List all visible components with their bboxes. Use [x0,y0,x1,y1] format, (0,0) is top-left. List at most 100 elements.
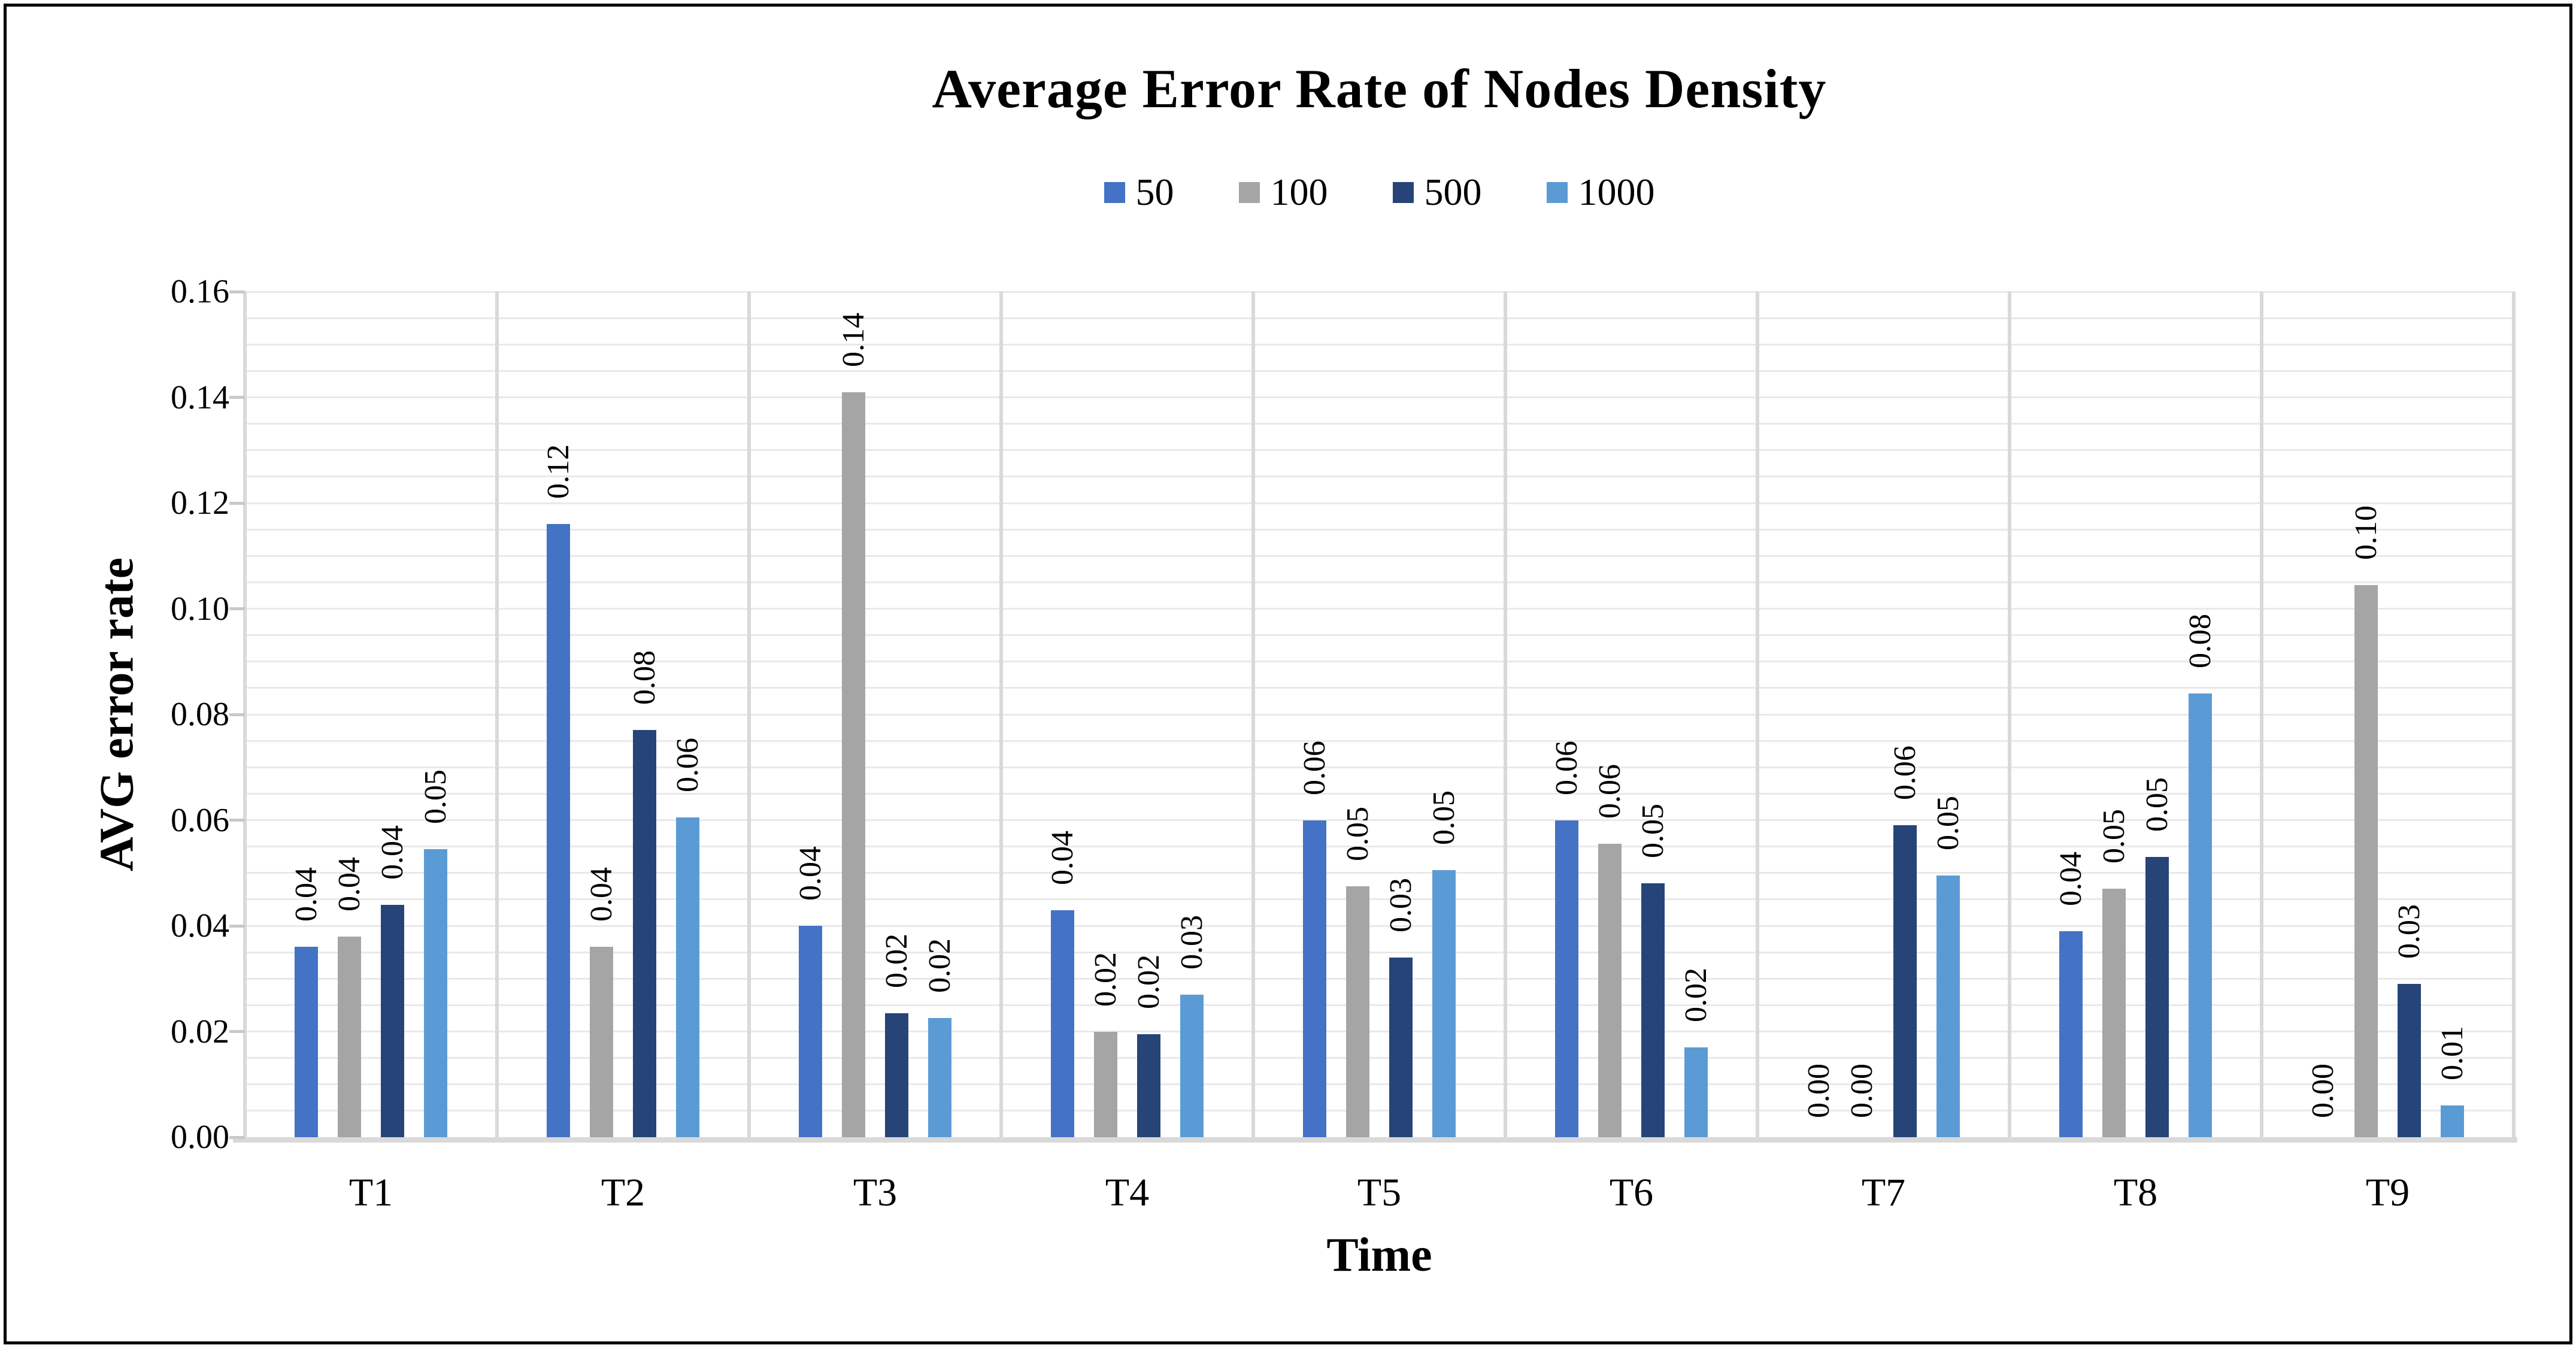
data-label: 0.08 [2183,613,2217,668]
y-tick [229,396,245,399]
gridline-minor [245,792,2514,795]
bar-1000-T1 [424,849,447,1137]
data-label: 0.04 [1045,830,1080,885]
data-label: 0.02 [1131,954,1166,1009]
y-tick [229,713,245,716]
legend-label: 50 [1135,171,1174,213]
bar-100-T9 [2354,584,2378,1137]
y-tick [229,819,245,822]
data-label: 0.04 [375,825,410,880]
gridline-minor [245,951,2514,953]
legend-swatch-icon [1392,181,1414,203]
bar-500-T3 [885,1013,908,1137]
data-label: 0.14 [836,312,871,367]
data-label: 0.02 [879,933,914,988]
gridline-minor [245,449,2514,452]
bar-50-T4 [1051,910,1074,1137]
gridline-minor [245,1031,2514,1032]
data-label: 0.05 [418,770,453,825]
gridline-minor [245,1110,2514,1112]
gridline-minor [245,290,2514,293]
y-tick-label: 0.00 [171,1119,229,1156]
bar-100-T6 [1598,844,1622,1137]
gridline-minor [245,661,2514,663]
gridline-minor [245,369,2514,372]
bar-1000-T2 [676,817,699,1137]
bar-1000-T9 [2441,1105,2464,1137]
legend-item-500: 500 [1392,171,1482,213]
y-tick-label: 0.04 [171,907,229,944]
gridline-minor [245,608,2514,610]
x-category-label: T5 [1357,1171,1402,1214]
plot-area: 0.00 0.02 0.04 0.06 0.08 0.10 0.12 0.14 0.16 0.04… [171,275,2517,1213]
bar-1000-T5 [1432,870,1456,1137]
legend-label: 1000 [1578,171,1655,213]
gridline-minor [245,634,2514,637]
y-tick [229,924,245,928]
data-label: 0.01 [2435,1026,2469,1081]
data-label: 0.05 [2096,809,2131,864]
data-label: 0.03 [1383,877,1418,932]
data-label: 0.00 [1801,1064,1836,1118]
gridline-minor [245,1083,2514,1086]
bar-1000-T4 [1180,994,1204,1137]
bar-500-T9 [2398,984,2421,1137]
y-tick [229,1135,245,1139]
data-label: 0.02 [1678,967,1713,1022]
bar-100-T2 [590,947,613,1137]
bar-100-T4 [1094,1031,1117,1137]
bar-500-T8 [2145,857,2169,1137]
bar-500-T7 [1893,825,1917,1137]
y-tick-label: 0.10 [171,590,229,628]
category-separator [999,292,1003,1137]
legend-item-1000: 1000 [1546,171,1655,213]
gridline-minor [245,819,2514,821]
gridline-minor [245,528,2514,531]
legend-item-100: 100 [1238,173,1328,211]
gridline-minor [245,396,2514,398]
data-label: 0.04 [332,856,366,911]
bar-1000-T3 [928,1018,951,1137]
data-label: 0.06 [670,738,705,793]
legend-swatch-icon [1104,181,1125,203]
bar-100-T8 [2102,889,2126,1137]
bar-1000-T7 [1936,876,1960,1137]
data-label: 0.12 [541,444,575,499]
y-tick [229,501,245,505]
gridline-minor [245,687,2514,689]
bar-100-T3 [842,392,865,1137]
gridline-minor [245,713,2514,716]
data-label: 0.06 [1592,764,1627,819]
data-label: 0.04 [289,867,323,922]
y-axis-line [243,292,247,1137]
x-category-label: T9 [2365,1171,2410,1214]
gridline-minor [245,925,2514,927]
gridline-minor [245,581,2514,583]
x-axis-line [233,1137,2517,1143]
gridline-minor [245,317,2514,319]
legend-label: 500 [1424,171,1482,213]
data-label: 0.05 [1931,796,1965,851]
category-separator [495,292,499,1137]
bar-100-T1 [338,936,361,1137]
data-label: 0.00 [1844,1064,1879,1118]
bar-500-T2 [633,730,656,1137]
bar-500-T1 [381,904,404,1137]
x-axis-title: Time [1326,1229,1432,1282]
bar-50-T2 [547,524,570,1137]
data-label: 0.06 [1297,740,1332,795]
data-label: 0.02 [1088,952,1123,1007]
chart-frame: Average Error Rate of Nodes Density 50 10… [4,4,2572,1344]
bar-50-T8 [2059,931,2083,1137]
category-separator [1251,292,1255,1137]
x-category-label: T1 [348,1171,393,1214]
gridline-minor [245,1004,2514,1006]
data-label: 0.03 [1174,914,1209,970]
x-category-label: T8 [2113,1171,2158,1214]
data-label: 0.00 [2305,1064,2340,1118]
data-label: 0.05 [1426,790,1461,846]
bar-500-T5 [1389,957,1413,1137]
data-label: 0.06 [1887,746,1922,801]
bar-500-T6 [1641,883,1665,1137]
category-separator [747,292,751,1137]
